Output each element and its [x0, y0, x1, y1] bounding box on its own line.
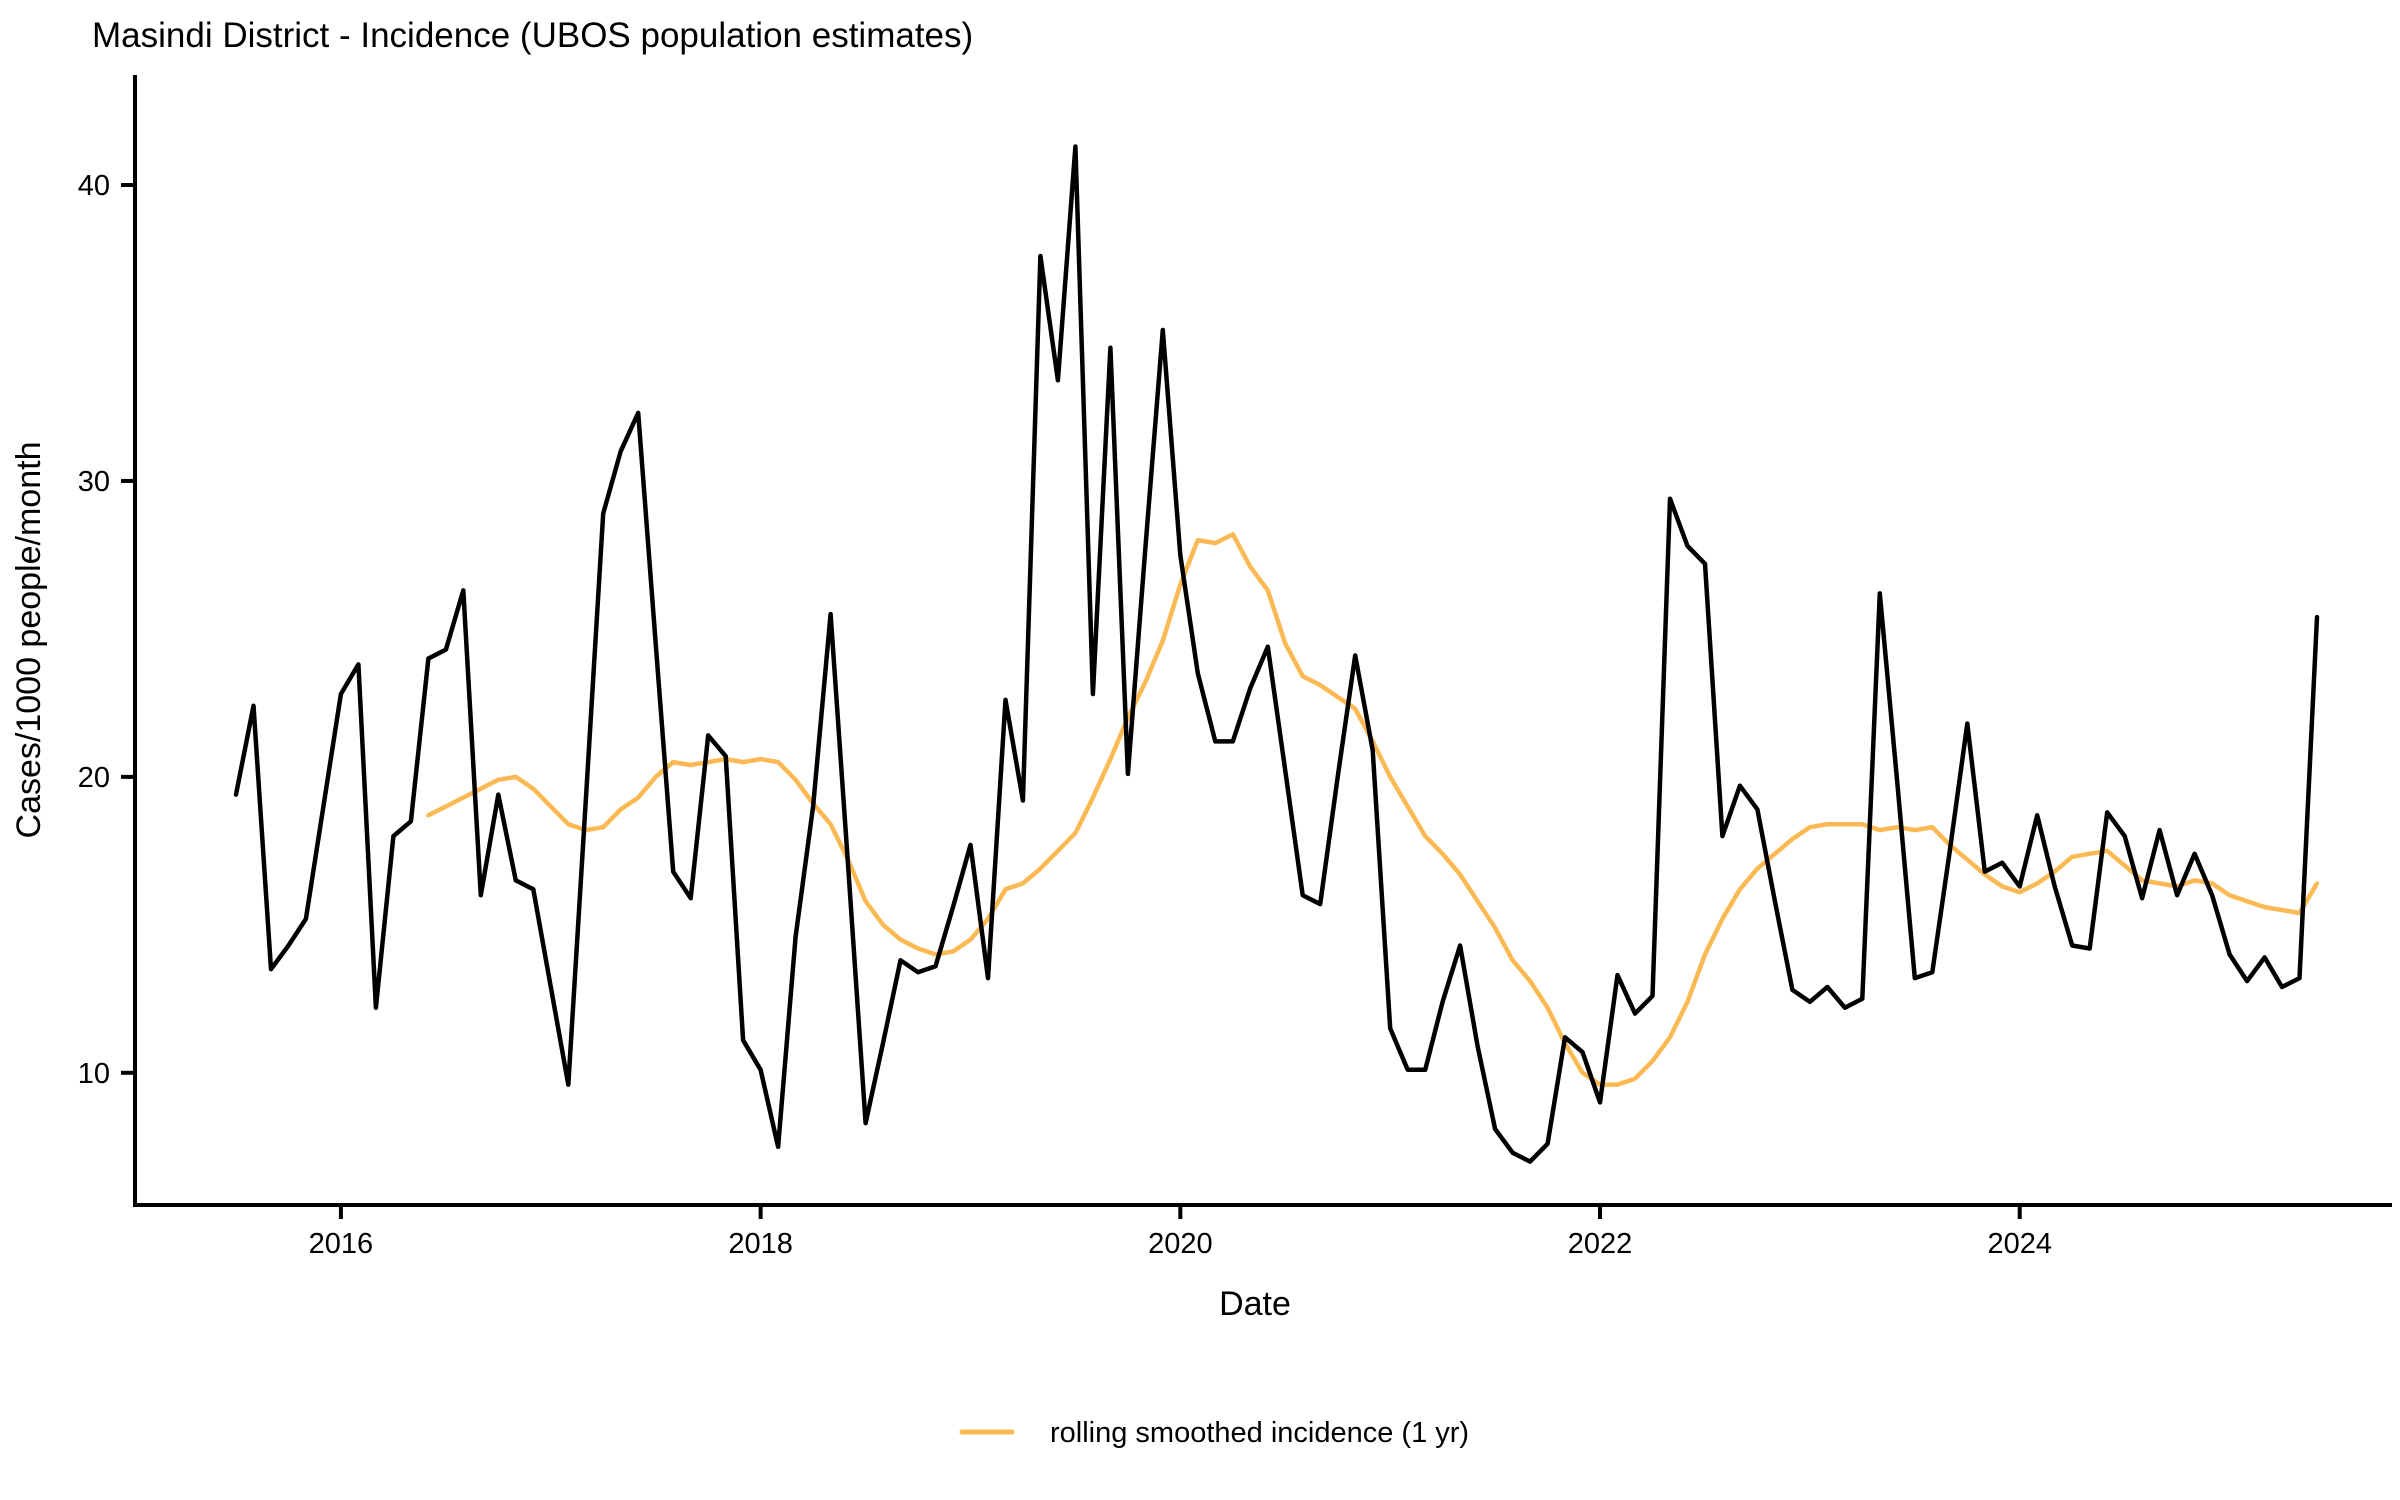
x-axis-title: Date [1219, 1285, 1291, 1323]
y-tick-label: 10 [78, 1058, 110, 1090]
y-tick-label: 30 [78, 466, 110, 498]
y-axis-title: Cases/1000 people/month [10, 442, 48, 839]
x-tick-label: 2016 [309, 1228, 374, 1260]
y-axis-ticks: 10 20 30 40 [78, 170, 135, 1090]
monthly-incidence-line [233, 144, 2320, 1164]
x-axis-ticks: 2016 2018 2020 2022 2024 [309, 1205, 2052, 1260]
y-tick-label: 40 [78, 170, 110, 202]
smoothed-incidence-line [426, 531, 2320, 1087]
chart-title: Masindi District - Incidence (UBOS popul… [92, 16, 973, 55]
x-tick-label: 2020 [1148, 1228, 1213, 1260]
x-tick-label: 2018 [728, 1228, 793, 1260]
x-tick-label: 2022 [1568, 1228, 1633, 1260]
legend-item-label: rolling smoothed incidence (1 yr) [1050, 1417, 1469, 1449]
legend: rolling smoothed incidence (1 yr) [959, 1417, 1469, 1449]
x-tick-label: 2024 [1987, 1228, 2052, 1260]
y-tick-label: 20 [78, 762, 110, 794]
